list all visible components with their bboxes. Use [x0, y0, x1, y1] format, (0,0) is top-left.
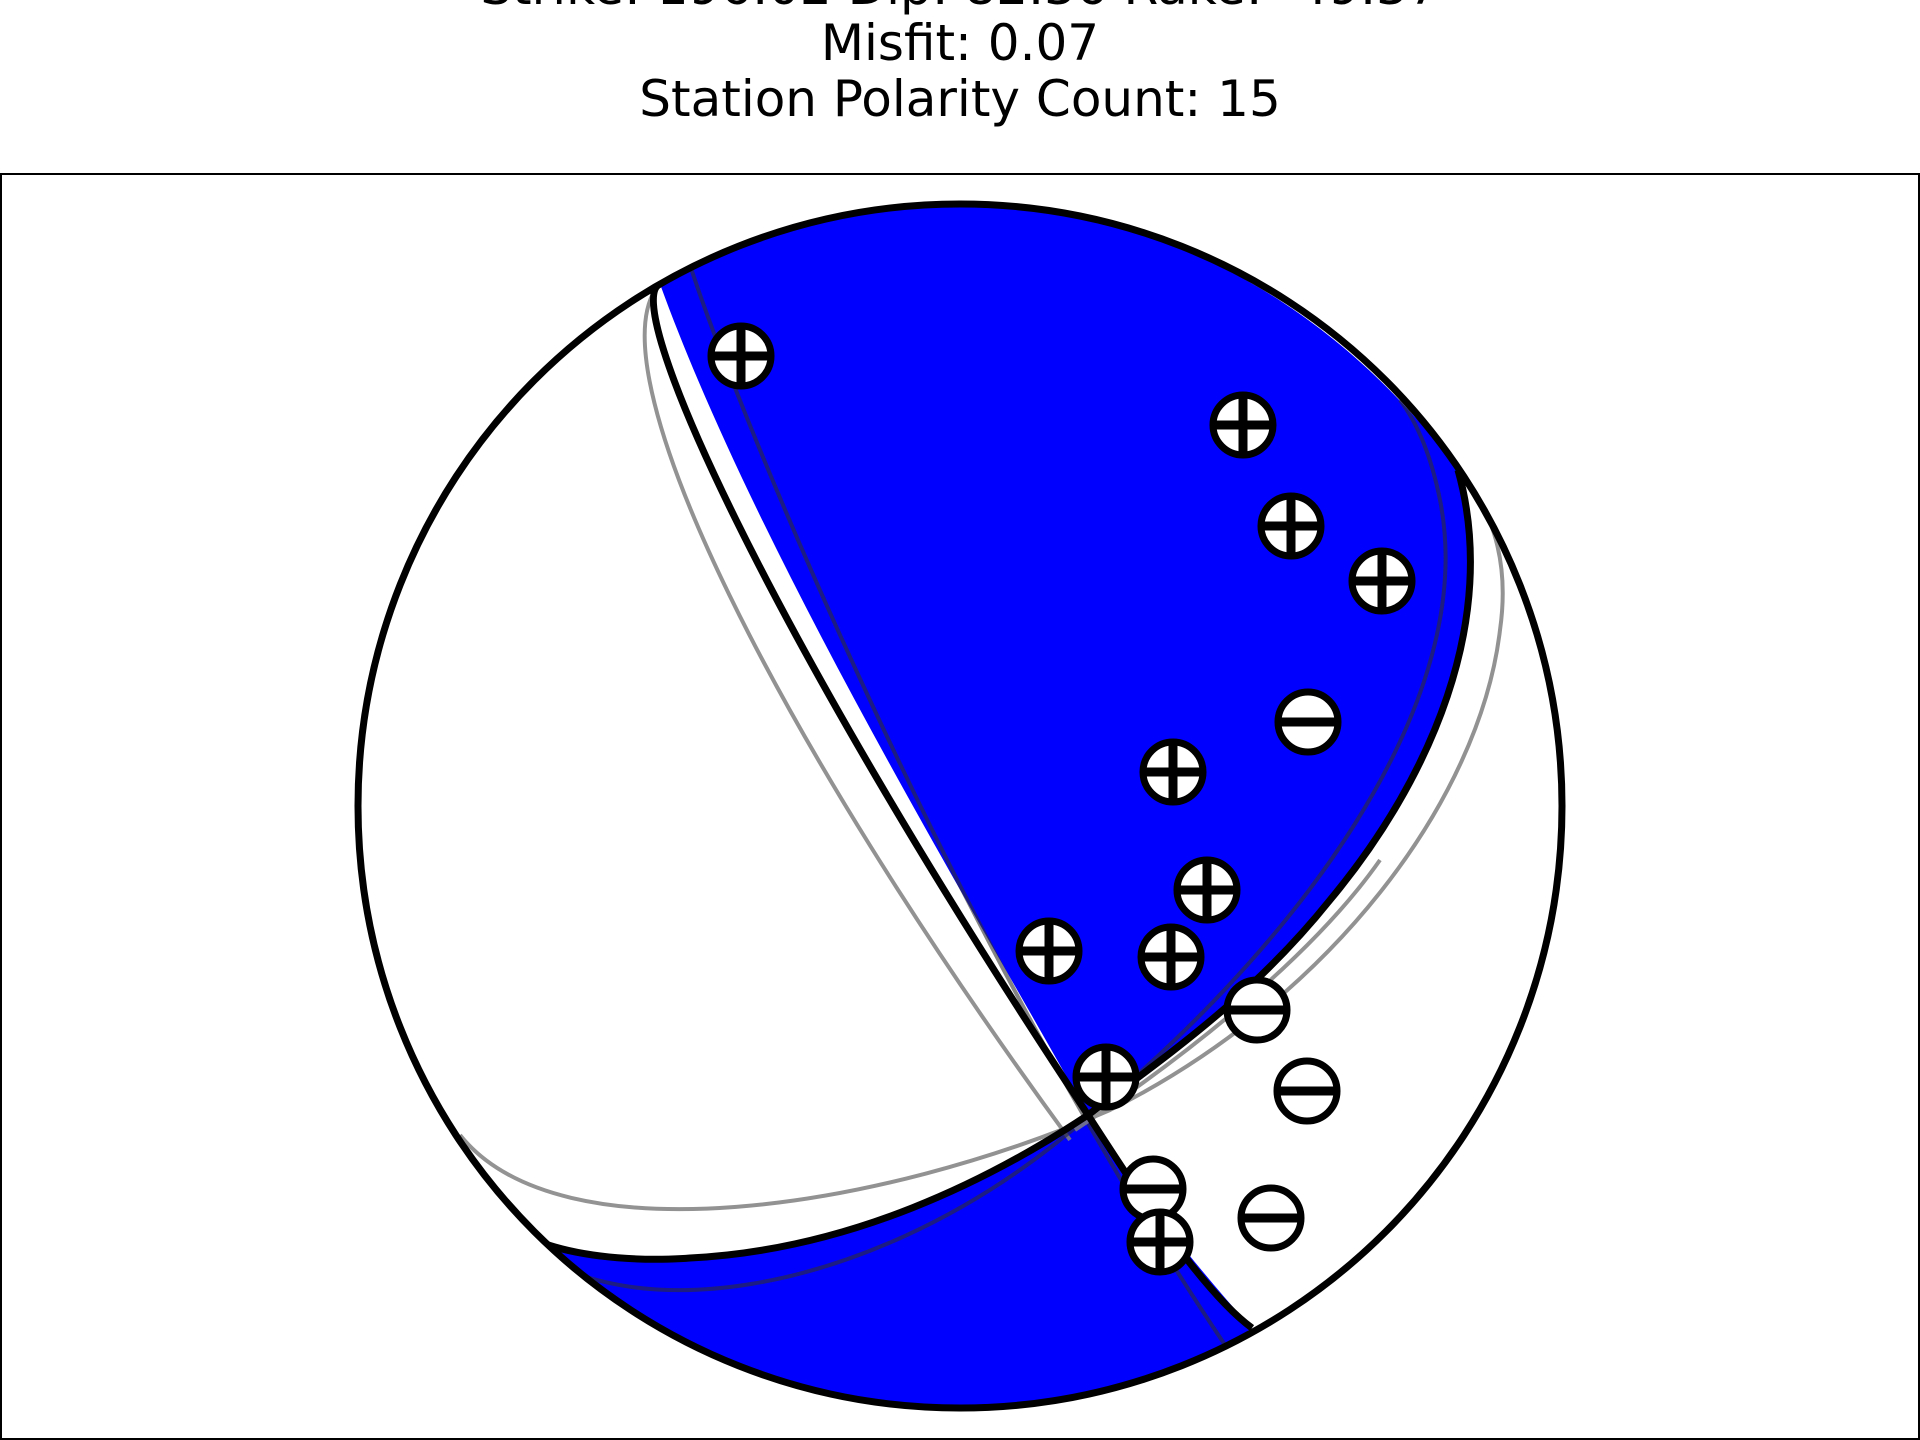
title-line-strike-dip-rake: Strike: 196.02 Dip: 82.36 Rake: -49.37: [480, 0, 1439, 16]
station-compression-marker: [1015, 917, 1083, 985]
station-dilatation-marker: [1274, 688, 1342, 756]
station-compression-marker: [1137, 923, 1205, 991]
alt-plane-2: [458, 499, 1505, 1212]
station-compression-marker: [1139, 738, 1207, 806]
station-dilatation-marker: [1237, 1184, 1305, 1252]
station-dilatation-marker: [1273, 1057, 1341, 1125]
station-compression-marker: [707, 322, 775, 390]
alt-plane-4: [518, 398, 1448, 1293]
station-compression-marker: [1348, 547, 1416, 615]
alt-plane-1: [642, 288, 1072, 1142]
compressional-quadrant-lower: [500, 1115, 1252, 1407]
station-compression-marker: [1209, 391, 1277, 459]
station-compression-marker: [1257, 492, 1325, 560]
station-compression-marker: [1173, 856, 1241, 924]
station-markers: [707, 322, 1416, 1276]
station-compression-marker: [1126, 1208, 1194, 1276]
title-line-polarity-count: Station Polarity Count: 15: [639, 70, 1281, 128]
title-line-misfit: Misfit: 0.07: [821, 14, 1099, 72]
title-block: Strike: 196.02 Dip: 82.36 Rake: -49.37 M…: [480, 0, 1439, 128]
station-compression-marker: [1072, 1043, 1140, 1111]
station-dilatation-marker: [1223, 976, 1291, 1044]
focal-sphere-outline: [354, 200, 1566, 1412]
